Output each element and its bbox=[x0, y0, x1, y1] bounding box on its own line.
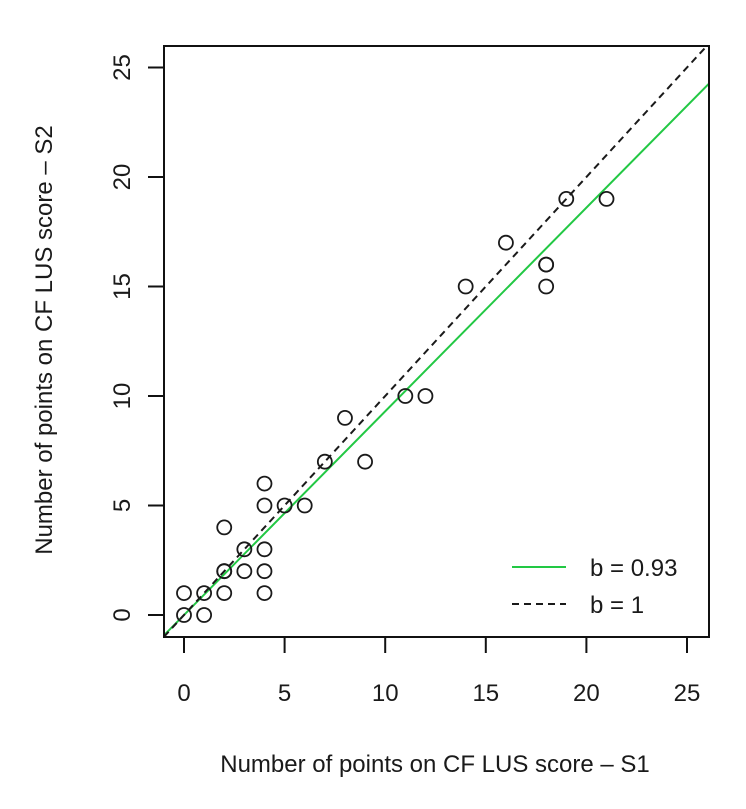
data-point bbox=[397, 388, 414, 404]
data-point bbox=[236, 563, 253, 580]
y-tick-label: 25 bbox=[109, 54, 136, 81]
data-point bbox=[316, 453, 333, 470]
data-point bbox=[196, 585, 213, 601]
y-tick-label: 5 bbox=[109, 499, 136, 512]
data-point bbox=[417, 388, 434, 404]
data-point bbox=[538, 256, 555, 273]
data-point bbox=[256, 475, 273, 492]
data-point bbox=[216, 585, 233, 601]
x-tick-label: 25 bbox=[674, 680, 701, 707]
data-point bbox=[538, 278, 555, 295]
identity-line bbox=[164, 46, 709, 637]
data-point bbox=[337, 409, 353, 426]
regression-line bbox=[164, 82, 709, 637]
data-point bbox=[256, 541, 273, 558]
x-tick-label: 20 bbox=[573, 680, 600, 707]
data-point bbox=[216, 519, 233, 536]
y-tick-label: 10 bbox=[109, 383, 136, 410]
x-tick-label: 10 bbox=[372, 680, 399, 707]
data-point bbox=[196, 607, 213, 623]
y-axis-ticks: 0 5 10 15 20 25 bbox=[109, 54, 164, 622]
data-point bbox=[236, 541, 253, 558]
legend: b = 0.93 b = 1 bbox=[512, 555, 677, 619]
data-layer bbox=[164, 46, 709, 637]
y-tick-label: 20 bbox=[109, 164, 136, 191]
x-tick-label: 5 bbox=[278, 680, 291, 707]
y-tick-label: 15 bbox=[109, 273, 136, 300]
data-point bbox=[276, 497, 293, 514]
y-tick-label: 0 bbox=[109, 608, 136, 621]
data-point bbox=[256, 585, 273, 601]
x-axis-label: Number of points on CF LUS score – S1 bbox=[220, 751, 650, 778]
x-tick-label: 0 bbox=[177, 680, 190, 707]
data-point bbox=[498, 234, 514, 251]
x-axis-ticks: 0 5 10 15 20 25 bbox=[177, 637, 700, 707]
data-point bbox=[216, 563, 233, 580]
data-point bbox=[296, 497, 313, 514]
legend-label-identity: b = 1 bbox=[590, 592, 644, 619]
data-point bbox=[256, 563, 273, 580]
data-point bbox=[176, 607, 192, 623]
data-point bbox=[457, 278, 474, 295]
x-tick-label: 15 bbox=[472, 680, 499, 707]
data-point bbox=[598, 190, 615, 207]
data-point bbox=[256, 497, 273, 514]
data-point bbox=[558, 190, 575, 207]
legend-label-fit: b = 0.93 bbox=[590, 555, 677, 582]
plot-frame bbox=[163, 45, 710, 638]
data-point bbox=[357, 453, 373, 470]
data-point bbox=[176, 585, 192, 601]
y-axis-label: Number of points on CF LUS score – S2 bbox=[31, 125, 58, 555]
